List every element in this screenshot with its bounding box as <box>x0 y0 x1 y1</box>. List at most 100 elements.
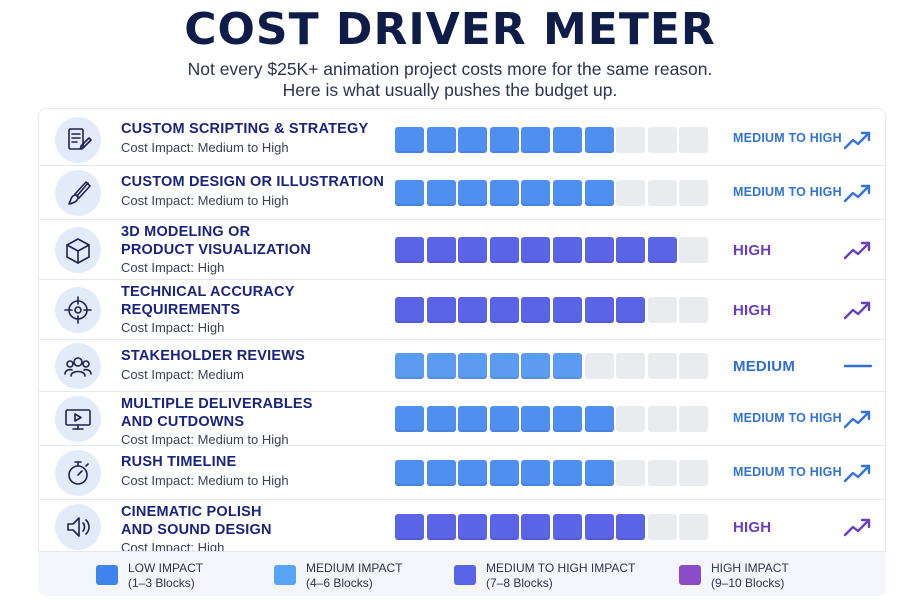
meter-block-filled <box>458 460 488 486</box>
meter-block-empty <box>679 460 709 486</box>
meter-block-filled <box>553 126 582 153</box>
trend-up-icon <box>843 184 871 203</box>
driver-row: 3D MODELING OR PRODUCT VISUALIZATION Cost… <box>39 220 887 280</box>
meter-block-filled <box>521 353 551 379</box>
legend-label-text: MEDIUM TO HIGH IMPACT <box>486 561 636 575</box>
meter-block-filled <box>521 237 551 263</box>
driver-cost-impact: Cost Impact: Medium to High <box>121 193 289 208</box>
legend: LOW IMPACT (1–3 Blocks) MEDIUM IMPACT (4–6 … <box>38 551 886 596</box>
driver-row: STAKEHOLDER REVIEWS Cost Impact: Medium ME… <box>39 340 887 392</box>
meter-panel: CUSTOM SCRIPTING & STRATEGY Cost Impact: … <box>38 108 887 596</box>
driver-cost-impact: Cost Impact: High <box>121 320 225 335</box>
meter-block-empty <box>616 353 646 379</box>
crosshair-icon <box>64 296 92 324</box>
meter-block-empty <box>679 180 709 206</box>
meter-block-filled <box>395 126 424 153</box>
driver-name: TECHNICAL ACCURACY REQUIREMENTS <box>121 284 295 318</box>
impact-meter <box>395 297 711 323</box>
meter-block-empty <box>679 514 709 540</box>
driver-cost-impact: Cost Impact: Medium to High <box>121 140 289 155</box>
meter-block-empty <box>647 297 677 323</box>
meter-block-filled <box>426 297 456 323</box>
legend-swatch <box>454 565 476 585</box>
legend-item: MEDIUM TO HIGH IMPACT (7–8 Blocks) <box>454 561 635 591</box>
meter-block-empty <box>616 406 646 432</box>
video-screen-icon <box>65 409 91 430</box>
meter-block-filled <box>489 514 519 540</box>
meter-block-filled <box>426 353 456 379</box>
meter-block-empty <box>647 406 677 432</box>
impact-level-label: HIGH <box>733 241 772 259</box>
meter-block-filled <box>521 180 551 206</box>
meter-block-empty <box>679 406 709 432</box>
meter-block-filled <box>584 297 614 323</box>
meter-block-empty <box>647 353 677 379</box>
meter-block-filled <box>553 297 582 323</box>
impact-level-label: MEDIUM TO HIGH <box>733 410 842 425</box>
driver-name: STAKEHOLDER REVIEWS <box>121 348 305 364</box>
impact-level-label: MEDIUM TO HIGH <box>733 131 842 145</box>
document-pen-icon-badge <box>55 116 101 163</box>
legend-swatch <box>96 565 118 585</box>
meter-block-filled <box>489 406 519 432</box>
meter-block-filled <box>395 237 424 263</box>
meter-block-filled <box>426 180 456 206</box>
meter-block-empty <box>647 514 677 540</box>
document-pen-icon <box>68 127 92 150</box>
stopwatch-icon <box>68 461 89 485</box>
meter-block-filled <box>395 180 424 206</box>
meter-block-filled <box>426 237 456 263</box>
speaker-icon <box>67 517 90 537</box>
meter-block-filled <box>458 126 488 153</box>
meter-block-filled <box>553 180 582 206</box>
meter-block-filled <box>616 237 646 263</box>
meter-block-empty <box>616 126 646 153</box>
impact-meter <box>395 180 711 206</box>
driver-row: CUSTOM SCRIPTING & STRATEGY Cost Impact: … <box>39 113 887 166</box>
legend-label-text: HIGH IMPACT <box>711 561 789 575</box>
legend-label: MEDIUM IMPACT (4–6 Blocks) <box>306 561 402 591</box>
meter-block-filled <box>395 460 424 486</box>
meter-block-filled <box>584 237 614 263</box>
meter-block-filled <box>584 514 614 540</box>
meter-block-filled <box>458 514 488 540</box>
impact-meter <box>395 237 711 263</box>
driver-row: MULTIPLE DELIVERABLES AND CUTDOWNS Cost I… <box>39 392 887 447</box>
legend-range-text: (9–10 Blocks) <box>711 576 785 590</box>
driver-cost-impact: Cost Impact: Medium to High <box>121 432 289 447</box>
meter-block-empty <box>584 353 614 379</box>
cube-icon <box>66 238 90 264</box>
impact-meter <box>395 353 711 379</box>
legend-label: HIGH IMPACT (9–10 Blocks) <box>711 561 789 591</box>
driver-name: CUSTOM DESIGN OR ILLUSTRATION <box>121 174 385 190</box>
meter-block-filled <box>553 353 582 379</box>
meter-block-filled <box>553 406 582 432</box>
subtitle-line-2: Here is what usually pushes the budget u… <box>282 80 618 100</box>
impact-level-label: MEDIUM <box>733 357 796 375</box>
stopwatch-icon-badge <box>55 450 101 496</box>
legend-item: LOW IMPACT (1–3 Blocks) <box>96 561 266 591</box>
legend-range-text: (7–8 Blocks) <box>486 576 553 590</box>
driver-cost-impact: Cost Impact: High <box>121 260 225 275</box>
driver-cost-impact: Cost Impact: Medium <box>121 367 244 382</box>
legend-range-text: (1–3 Blocks) <box>128 576 195 590</box>
meter-block-filled <box>521 297 551 323</box>
subtitle-line-1: Not every $25K+ animation project costs … <box>187 59 713 79</box>
driver-cost-impact: Cost Impact: Medium to High <box>121 473 289 488</box>
meter-block-filled <box>489 126 519 153</box>
legend-label: LOW IMPACT (1–3 Blocks) <box>128 561 203 591</box>
meter-block-filled <box>489 180 519 206</box>
cube-icon-badge <box>55 227 101 273</box>
speaker-icon-badge <box>55 504 101 550</box>
legend-swatch <box>274 565 296 585</box>
impact-meter <box>395 460 711 486</box>
legend-item: HIGH IMPACT (9–10 Blocks) <box>679 561 849 591</box>
legend-label-text: MEDIUM IMPACT <box>306 561 403 575</box>
driver-name: MULTIPLE DELIVERABLES AND CUTDOWNS <box>121 396 313 430</box>
meter-block-filled <box>489 460 519 486</box>
driver-row: CINEMATIC POLISH AND SOUND DESIGN Cost Im… <box>39 500 887 555</box>
impact-level-label: HIGH <box>733 301 772 319</box>
meter-block-filled <box>426 460 456 486</box>
meter-block-filled <box>426 514 456 540</box>
meter-block-filled <box>458 237 488 263</box>
